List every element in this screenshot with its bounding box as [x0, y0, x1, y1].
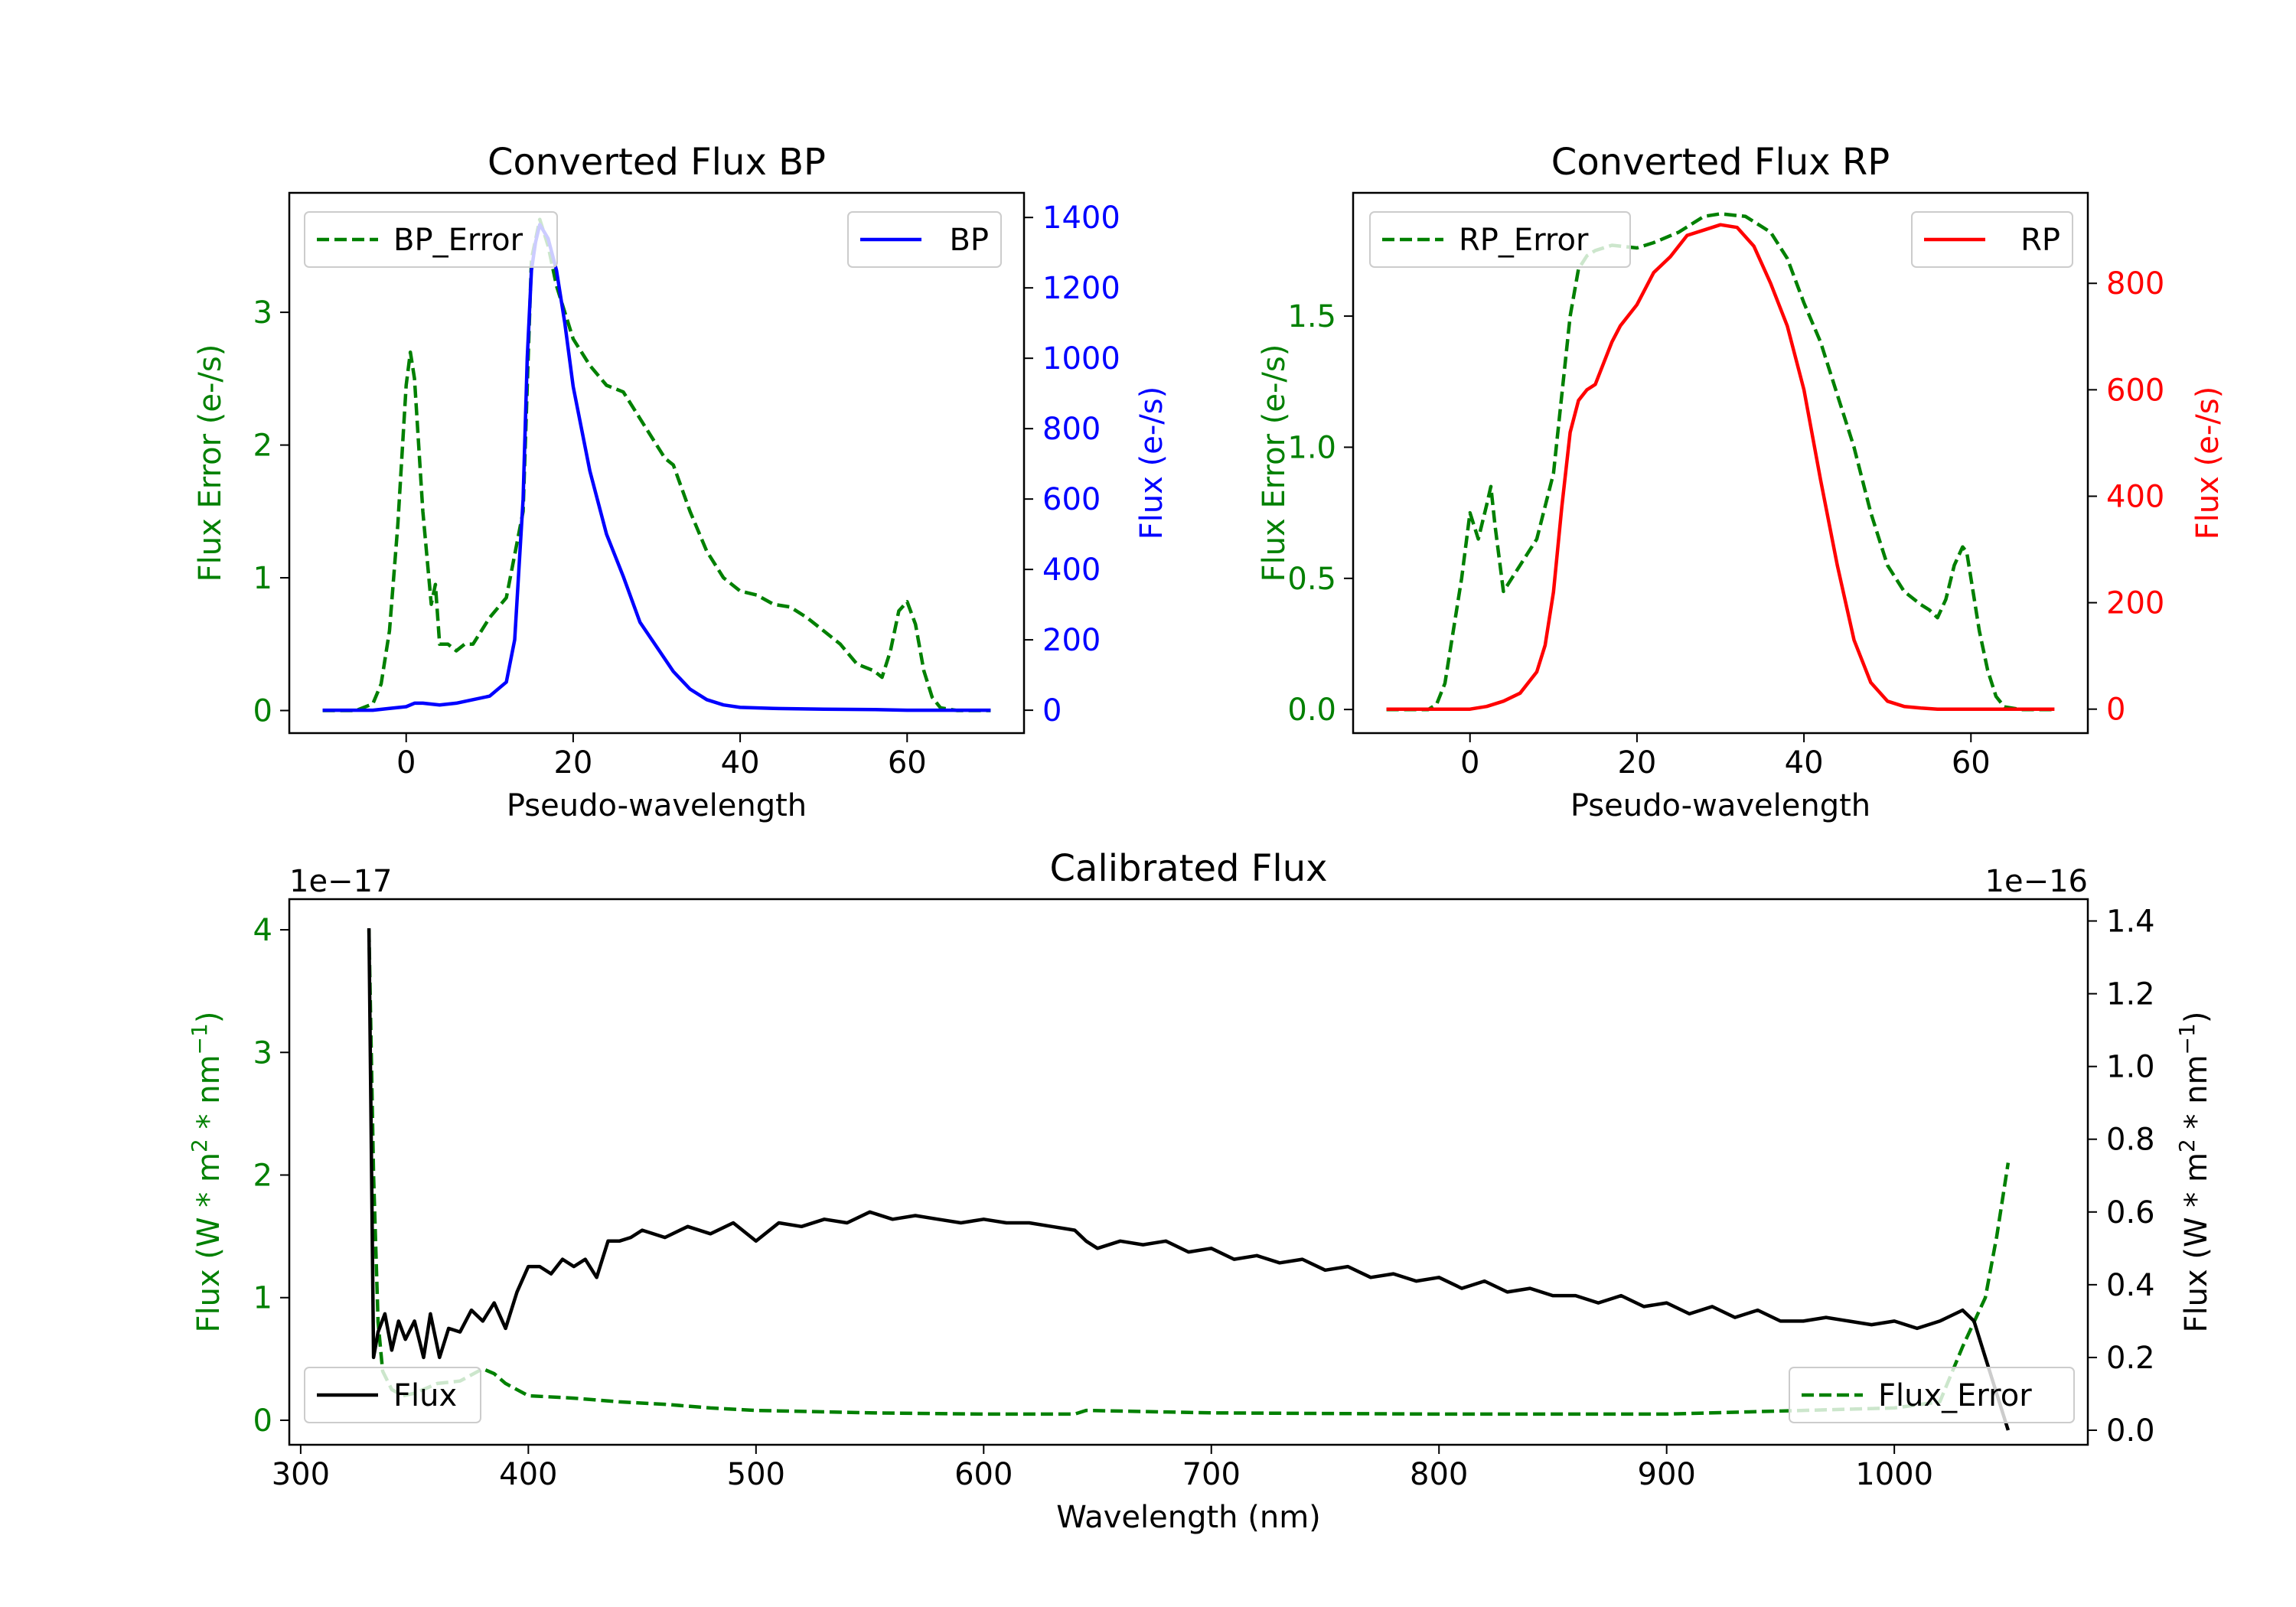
plot-frame: [288, 898, 2089, 1446]
x-tick-label: 40: [1785, 745, 1824, 781]
label-part: Flux (W * m: [2179, 1152, 2214, 1332]
legend-box: [1369, 211, 1631, 268]
y-right-tick-label: 0.4: [2106, 1268, 2155, 1303]
x-tick-label: 0: [1460, 745, 1479, 781]
label-part: * nm: [191, 1054, 227, 1139]
x-tick-label: 60: [888, 745, 927, 781]
y-left-tick-label: 4: [253, 913, 272, 948]
x-tick-label: 900: [1638, 1457, 1696, 1492]
x-axis-label: Wavelength (nm): [1056, 1500, 1321, 1535]
series-line-rp: [1386, 223, 2055, 711]
y-right-tick-label: 1.0: [2106, 1050, 2155, 1085]
y-right-tick-label: 0.8: [2106, 1123, 2155, 1158]
chart-bp: 0 20 40 6001230200400600800100012001400Conv…: [193, 141, 1169, 823]
x-axis-label: Pseudo-wavelength: [1570, 788, 1870, 823]
y-left-offset-label: 1e−17: [289, 864, 392, 899]
legend-label: Flux_Error: [1878, 1378, 2032, 1413]
legend-box: [847, 211, 1002, 268]
y-left-tick-label: 2: [253, 1159, 272, 1194]
x-tick-label: 500: [727, 1457, 785, 1492]
y-left-axis-label: Flux Error (e-/s): [193, 344, 228, 582]
y-right-tick-label: 0.6: [2106, 1195, 2155, 1231]
y-right-tick-label: 600: [1042, 482, 1101, 517]
legend-label: Flux: [393, 1378, 457, 1413]
label-sup: 2: [2174, 1139, 2200, 1152]
y-right-tick-label: 200: [2106, 586, 2164, 621]
y-left-axis-label: Flux Error (e-/s): [1257, 344, 1292, 582]
y-right-tick-label: 800: [2106, 266, 2164, 302]
y-left-tick-label: 0.5: [1287, 562, 1336, 597]
legend-label: BP_Error: [393, 223, 523, 258]
label-part: * nm: [2179, 1054, 2214, 1139]
y-left-tick-label: 3: [253, 1035, 272, 1071]
y-left-tick-label: 0.0: [1287, 693, 1336, 728]
y-right-tick-label: 0: [1042, 693, 1062, 729]
x-tick-label: 800: [1410, 1457, 1468, 1492]
y-right-offset-label: 1e−16: [1985, 864, 2088, 899]
y-left-tick-label: 3: [253, 295, 272, 331]
x-tick-label: 700: [1182, 1457, 1241, 1492]
legend-label: RP: [2020, 223, 2060, 258]
x-axis-label: Pseudo-wavelength: [507, 788, 807, 823]
series-line-bp-error: [322, 217, 991, 712]
x-tick-label: 60: [1952, 745, 1991, 781]
y-left-axis-label: Flux (W * m2 * nm−1): [187, 1012, 227, 1333]
legend-box: [304, 211, 558, 268]
y-left-tick-label: 0: [253, 694, 272, 729]
y-right-tick-label: 600: [2106, 373, 2164, 408]
plot-frame: [288, 191, 1026, 735]
y-left-tick-label: 0: [253, 1403, 272, 1439]
chart-title: Calibrated Flux: [1049, 847, 1327, 890]
x-tick-label: 600: [954, 1457, 1013, 1492]
y-right-tick-label: 1000: [1042, 341, 1120, 376]
y-right-tick-label: 800: [1042, 412, 1101, 447]
x-tick-label: 1000: [1855, 1457, 1933, 1492]
chart-title: Converted Flux BP: [488, 141, 826, 184]
x-tick-label: 300: [272, 1457, 330, 1492]
label-part: Flux (W * m: [191, 1152, 227, 1332]
y-right-tick-label: 1400: [1042, 200, 1120, 236]
y-left-tick-label: 1.0: [1287, 430, 1336, 465]
series-line-bp: [322, 223, 991, 712]
x-tick-label: 400: [499, 1457, 557, 1492]
legend-box: [1911, 211, 2073, 268]
y-right-axis-label: Flux (W * m2 * nm−1): [2174, 1012, 2215, 1333]
label-sup: −1: [187, 1023, 212, 1054]
y-right-tick-label: 400: [1042, 553, 1101, 588]
y-right-tick-label: 1.4: [2106, 905, 2155, 940]
legend-label: RP_Error: [1459, 223, 1589, 258]
y-right-tick-label: 0: [2106, 693, 2125, 728]
label-sup: −1: [2174, 1023, 2200, 1054]
y-left-tick-label: 1: [253, 1281, 272, 1316]
y-right-tick-label: 1200: [1042, 271, 1120, 306]
chart-rp: 0 20 40 60 0.0 0.5 1.0 1.5 0 200 400 600 800 Converte…: [1257, 141, 2226, 823]
label-part: ): [191, 1012, 227, 1024]
series-line-flux: [367, 927, 2011, 1431]
y-left-tick-label: 1: [253, 561, 272, 596]
y-right-tick-label: 1.2: [2106, 977, 2155, 1012]
x-tick-label: 0: [396, 745, 416, 781]
y-right-tick-label: 400: [2106, 479, 2164, 514]
y-right-tick-label: 200: [1042, 623, 1101, 658]
plot-frame: [1352, 191, 2089, 735]
legend-label: BP: [949, 223, 989, 258]
y-left-tick-label: 2: [253, 429, 272, 464]
y-left-tick-label: 1.5: [1287, 299, 1336, 334]
chart-title: Converted Flux RP: [1551, 141, 1890, 184]
legend-box: [304, 1367, 481, 1423]
y-right-axis-label: Flux (e-/s): [1134, 386, 1169, 539]
x-tick-label: 20: [553, 745, 592, 781]
chart-calibrated: 300 400 500 600 700 800 900 1000 0 1 2 3 4 0.0 0.2 0.4 0…: [187, 847, 2215, 1535]
y-right-tick-label: 0.2: [2106, 1341, 2155, 1376]
x-tick-label: 20: [1617, 745, 1656, 781]
x-tick-label: 40: [721, 745, 760, 781]
y-right-axis-label: Flux (e-/s): [2190, 386, 2226, 539]
label-part: ): [2179, 1012, 2214, 1024]
legend-box: [1789, 1367, 2075, 1423]
label-sup: 2: [187, 1139, 212, 1152]
y-right-tick-label: 0.0: [2106, 1413, 2155, 1449]
series-line-rp-error: [1386, 212, 2055, 712]
